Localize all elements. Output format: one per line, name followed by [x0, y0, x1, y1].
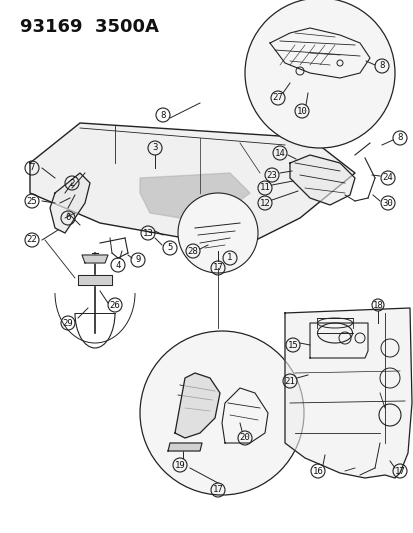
- Polygon shape: [30, 123, 354, 248]
- Text: 24: 24: [382, 174, 392, 182]
- Text: 19: 19: [174, 461, 185, 470]
- Text: 22: 22: [26, 236, 37, 245]
- Polygon shape: [140, 173, 249, 223]
- Text: 29: 29: [62, 319, 73, 327]
- Text: 2: 2: [69, 179, 74, 188]
- Text: 15: 15: [287, 341, 298, 350]
- Text: 93169  3500A: 93169 3500A: [20, 18, 159, 36]
- Text: 23: 23: [266, 171, 277, 180]
- Text: 7: 7: [29, 164, 35, 173]
- Polygon shape: [284, 308, 411, 478]
- Text: 8: 8: [378, 61, 384, 70]
- Text: 3: 3: [152, 143, 157, 152]
- Polygon shape: [50, 173, 90, 233]
- Polygon shape: [289, 155, 354, 205]
- Text: 18: 18: [372, 301, 382, 310]
- Text: 11: 11: [259, 183, 270, 192]
- Text: 16: 16: [312, 466, 323, 475]
- Polygon shape: [78, 275, 112, 285]
- Text: 6: 6: [65, 214, 71, 222]
- Text: 14: 14: [274, 149, 285, 157]
- Text: 4: 4: [115, 261, 121, 270]
- Text: 1: 1: [227, 254, 232, 262]
- Text: 17: 17: [212, 263, 223, 272]
- Text: 20: 20: [239, 433, 250, 442]
- Text: 17: 17: [394, 466, 404, 475]
- Text: 25: 25: [26, 197, 37, 206]
- Text: 21: 21: [284, 376, 294, 385]
- Text: 8: 8: [160, 110, 165, 119]
- Circle shape: [140, 331, 303, 495]
- Text: 5: 5: [167, 244, 172, 253]
- Text: 17: 17: [212, 486, 223, 495]
- Text: 30: 30: [382, 198, 392, 207]
- Text: 10: 10: [296, 107, 306, 116]
- Text: 12: 12: [259, 198, 270, 207]
- Text: 9: 9: [135, 255, 140, 264]
- Text: 27: 27: [272, 93, 282, 102]
- Polygon shape: [82, 255, 108, 263]
- Text: 8: 8: [396, 133, 402, 142]
- Text: 13: 13: [142, 229, 153, 238]
- Polygon shape: [168, 443, 202, 451]
- Circle shape: [178, 193, 257, 273]
- Text: 26: 26: [109, 301, 120, 310]
- Circle shape: [244, 0, 394, 148]
- Text: 28: 28: [187, 246, 198, 255]
- Polygon shape: [175, 373, 219, 438]
